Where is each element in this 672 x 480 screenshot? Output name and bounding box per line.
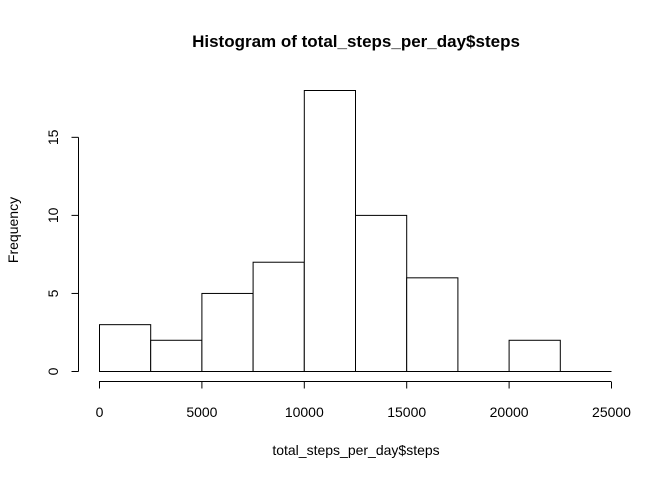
histogram-bar-3 [252, 261, 305, 373]
bars-group [99, 90, 612, 373]
y-axis: 0 5 10 15 [45, 129, 79, 375]
x-axis: 0 5000 10000 15000 20000 25000 [96, 381, 631, 420]
histogram-bar-5 [355, 214, 408, 372]
histogram-bar-0 [99, 324, 152, 372]
y-axis-label: Frequency [5, 197, 21, 263]
histogram-bar-4 [303, 90, 356, 372]
y-tick-label-0: 0 [45, 367, 61, 375]
chart-title: Histogram of total_steps_per_day$steps [192, 32, 520, 51]
x-axis-label: total_steps_per_day$steps [272, 442, 439, 458]
y-tick-label-1: 5 [45, 289, 61, 297]
x-tick-label-2: 10000 [285, 404, 324, 420]
histogram-bar-8 [508, 339, 561, 372]
histogram-bar-2 [201, 292, 254, 373]
x-tick-label-0: 0 [96, 404, 104, 420]
histogram-bar-6 [406, 277, 459, 373]
x-tick-label-5: 25000 [592, 404, 631, 420]
y-tick-label-2: 10 [45, 207, 61, 223]
x-tick-label-3: 15000 [387, 404, 426, 420]
histogram-bar-1 [150, 339, 203, 372]
x-tick-label-4: 20000 [490, 404, 529, 420]
y-tick-label-3: 15 [45, 129, 61, 145]
x-tick-label-1: 5000 [186, 404, 217, 420]
